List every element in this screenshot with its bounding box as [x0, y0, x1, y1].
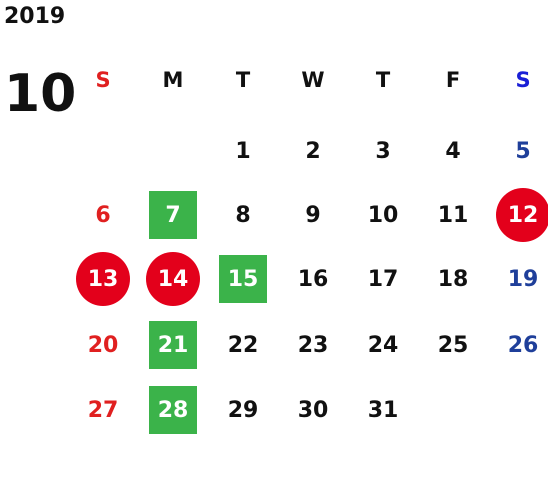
weekday-header-tue: T [235, 68, 251, 92]
day-number: 10 [367, 202, 399, 228]
day-cell-16[interactable]: 16 [278, 249, 348, 309]
weekday-header-mon: M [162, 68, 184, 92]
day-number: 18 [437, 266, 469, 292]
day-cell-14[interactable]: 14 [138, 249, 208, 309]
day-cell-3[interactable]: 3 [348, 121, 418, 181]
day-number: 24 [367, 332, 399, 358]
day-cell-20[interactable]: 20 [68, 315, 138, 375]
day-number: 3 [375, 138, 391, 164]
day-cell-15[interactable]: 15 [208, 249, 278, 309]
day-number: 9 [305, 202, 321, 228]
day-cell-12[interactable]: 12 [488, 185, 548, 245]
day-cell-30[interactable]: 30 [278, 380, 348, 440]
weekday-header-thu: T [375, 68, 391, 92]
day-cell-7[interactable]: 7 [138, 185, 208, 245]
day-number: 28 [157, 397, 189, 423]
weekday-header-sat: S [515, 68, 531, 92]
weekday-header-fri: F [445, 68, 461, 92]
day-cell-22[interactable]: 22 [208, 315, 278, 375]
event-square-marker [149, 191, 197, 239]
day-number: 25 [437, 332, 469, 358]
day-cell-11[interactable]: 11 [418, 185, 488, 245]
day-number: 16 [297, 266, 329, 292]
day-cell-13[interactable]: 13 [68, 249, 138, 309]
day-cell-25[interactable]: 25 [418, 315, 488, 375]
day-cell-31[interactable]: 31 [348, 380, 418, 440]
day-cell-28[interactable]: 28 [138, 380, 208, 440]
event-square-marker [149, 321, 197, 369]
day-cell-24[interactable]: 24 [348, 315, 418, 375]
day-cell-19[interactable]: 19 [488, 249, 548, 309]
day-cell-27[interactable]: 27 [68, 380, 138, 440]
day-number: 23 [297, 332, 329, 358]
day-cell-4[interactable]: 4 [418, 121, 488, 181]
day-cell-6[interactable]: 6 [68, 185, 138, 245]
day-number: 11 [437, 202, 469, 228]
day-number: 26 [507, 332, 539, 358]
day-number: 12 [507, 202, 539, 228]
holiday-circle-marker [496, 188, 548, 242]
day-number: 17 [367, 266, 399, 292]
day-number: 8 [235, 202, 251, 228]
day-cell-2[interactable]: 2 [278, 121, 348, 181]
holiday-circle-marker [146, 252, 200, 306]
day-number: 5 [515, 138, 531, 164]
holiday-circle-marker [76, 252, 130, 306]
day-number: 31 [367, 397, 399, 423]
event-square-marker [149, 386, 197, 434]
day-number: 30 [297, 397, 329, 423]
day-cell-17[interactable]: 17 [348, 249, 418, 309]
day-cell-9[interactable]: 9 [278, 185, 348, 245]
month-number: 10 [4, 64, 77, 124]
weekday-header-wed: W [301, 68, 325, 92]
day-number: 1 [235, 138, 251, 164]
day-number: 14 [157, 266, 189, 292]
day-cell-23[interactable]: 23 [278, 315, 348, 375]
day-cell-29[interactable]: 29 [208, 380, 278, 440]
day-number: 20 [87, 332, 119, 358]
day-cell-8[interactable]: 8 [208, 185, 278, 245]
day-number: 27 [87, 397, 119, 423]
event-square-marker [219, 255, 267, 303]
day-number: 2 [305, 138, 321, 164]
day-cell-10[interactable]: 10 [348, 185, 418, 245]
day-number: 22 [227, 332, 259, 358]
weekday-header-sun: S [95, 68, 111, 92]
day-number: 4 [445, 138, 461, 164]
day-number: 19 [507, 266, 539, 292]
day-cell-1[interactable]: 1 [208, 121, 278, 181]
day-cell-21[interactable]: 21 [138, 315, 208, 375]
day-number: 15 [227, 266, 259, 292]
day-cell-26[interactable]: 26 [488, 315, 548, 375]
day-cell-18[interactable]: 18 [418, 249, 488, 309]
day-number: 21 [157, 332, 189, 358]
day-number: 6 [95, 202, 111, 228]
day-number: 29 [227, 397, 259, 423]
day-number: 13 [87, 266, 119, 292]
day-number: 7 [165, 202, 181, 228]
day-cell-5[interactable]: 5 [488, 121, 548, 181]
year-label: 2019 [4, 4, 66, 29]
